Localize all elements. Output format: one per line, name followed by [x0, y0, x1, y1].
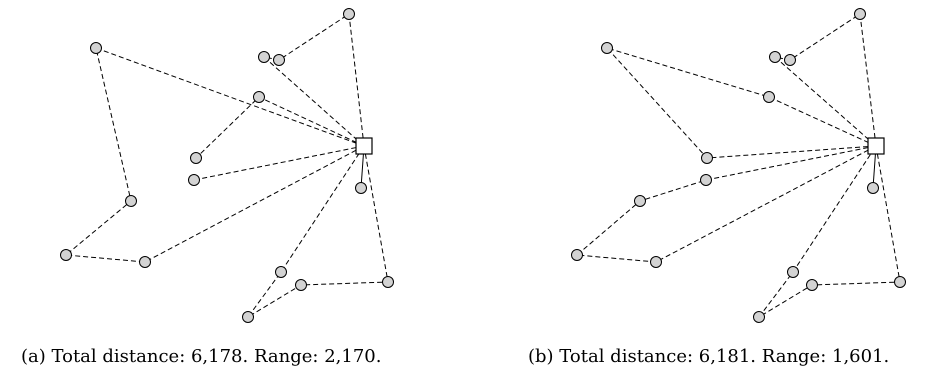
customer-node-b-1 — [854, 8, 866, 20]
customer-node-a-14 — [382, 276, 394, 288]
route-a-1 — [262, 13, 365, 147]
customer-node-a-15 — [242, 311, 254, 323]
customer-node-a-3 — [273, 54, 285, 66]
route-b-2 — [605, 46, 877, 159]
customer-node-b-4 — [601, 42, 613, 54]
route-a-4 — [193, 145, 365, 181]
customer-node-a-5 — [253, 91, 265, 103]
customer-node-a-1 — [343, 8, 355, 20]
depot-b — [867, 137, 885, 155]
routing-diagram — [60, 8, 906, 323]
customer-node-a-8 — [355, 182, 367, 194]
customer-node-a-11 — [139, 256, 151, 268]
panel-a-diagram — [60, 8, 394, 323]
customer-node-b-10 — [571, 249, 583, 261]
customer-node-b-14 — [894, 276, 906, 288]
customer-node-a-10 — [60, 249, 72, 261]
customer-node-a-2 — [258, 51, 270, 63]
customer-node-b-13 — [806, 279, 818, 291]
route-b-1 — [773, 13, 877, 147]
route-b-3 — [575, 145, 877, 263]
customer-node-b-8 — [867, 182, 879, 194]
route-b-5 — [758, 145, 901, 318]
customer-node-b-6 — [701, 152, 713, 164]
customer-node-a-6 — [190, 152, 202, 164]
caption-a: (a) Total distance: 6,178. Range: 2,170. — [21, 346, 382, 367]
customer-node-b-5 — [763, 91, 775, 103]
customer-node-b-12 — [787, 266, 799, 278]
route-a-2 — [64, 47, 365, 263]
panel-b-diagram — [571, 8, 906, 323]
customer-node-a-7 — [188, 174, 200, 186]
customer-node-b-9 — [634, 195, 646, 207]
customer-node-a-9 — [125, 195, 137, 207]
caption-b: (b) Total distance: 6,181. Range: 1,601. — [528, 346, 890, 367]
customer-node-b-7 — [700, 174, 712, 186]
customer-node-a-4 — [90, 42, 102, 54]
depot-a — [355, 137, 373, 155]
customer-node-a-12 — [275, 266, 287, 278]
customer-node-b-11 — [650, 256, 662, 268]
route-a-3 — [195, 96, 365, 159]
customer-node-b-2 — [769, 51, 781, 63]
customer-node-b-15 — [753, 311, 765, 323]
customer-node-a-13 — [295, 279, 307, 291]
customer-node-b-3 — [784, 54, 796, 66]
route-a-6 — [247, 145, 389, 318]
